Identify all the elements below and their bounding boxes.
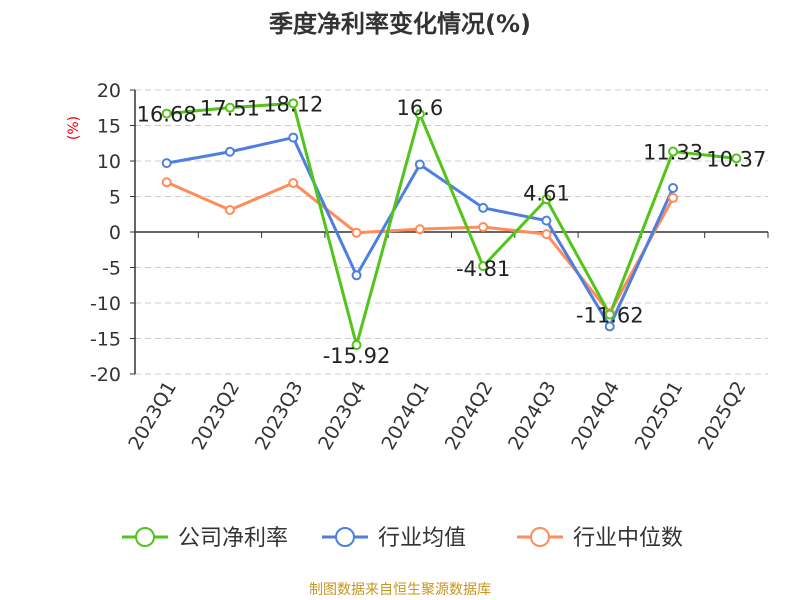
data-point — [224, 102, 235, 113]
legend-marker — [335, 527, 355, 547]
chart-title: 季度净利率变化情况(%) — [269, 10, 531, 38]
data-point — [414, 159, 425, 170]
x-tick-label: 2024Q1 — [377, 378, 434, 454]
x-tick-label: 2023Q4 — [314, 378, 371, 454]
data-point — [288, 132, 299, 143]
x-tick-label: 2025Q1 — [631, 378, 688, 454]
legend-marker — [530, 527, 550, 547]
x-tick-label: 2024Q3 — [504, 378, 561, 454]
y-tick-label: 20 — [97, 80, 121, 102]
data-label: 17.51 — [200, 97, 260, 121]
data-point — [541, 229, 552, 240]
data-label: 18.12 — [263, 92, 323, 116]
data-point — [351, 340, 362, 351]
y-tick-label: -10 — [90, 293, 121, 315]
y-tick-label: 10 — [97, 151, 121, 173]
legend-label: 公司净利率 — [178, 526, 288, 551]
data-point — [161, 158, 172, 169]
data-point — [351, 227, 362, 238]
y-tick-label: 0 — [109, 222, 121, 244]
data-point — [224, 204, 235, 215]
data-point — [668, 146, 679, 157]
data-label: -15.92 — [323, 344, 391, 368]
legend-label: 行业中位数 — [573, 526, 683, 551]
y-tick-label: 5 — [109, 187, 121, 209]
legend-marker — [135, 527, 155, 547]
data-point — [351, 270, 362, 281]
x-tick-label: 2025Q2 — [694, 378, 751, 454]
data-point — [478, 202, 489, 213]
y-tick-label: -5 — [102, 258, 121, 280]
data-point — [604, 309, 615, 320]
data-point — [161, 177, 172, 188]
x-tick-label: 2023Q2 — [188, 378, 245, 454]
series-line — [166, 101, 737, 351]
data-point — [288, 98, 299, 109]
data-point — [541, 215, 552, 226]
data-label: 10.37 — [706, 147, 766, 171]
data-point — [668, 192, 679, 203]
data-point — [161, 108, 172, 119]
data-point — [541, 194, 552, 205]
x-tick-label: 2023Q3 — [251, 378, 308, 454]
data-point — [478, 222, 489, 233]
data-point — [414, 224, 425, 235]
data-label: 16.6 — [396, 96, 443, 120]
data-point — [288, 178, 299, 189]
y-tick-label: -20 — [90, 364, 121, 386]
y-tick-label: 15 — [97, 116, 121, 138]
data-label: -4.81 — [456, 257, 510, 281]
data-point — [668, 182, 679, 193]
source-note: 制图数据来自恒生聚源数据库 — [309, 582, 491, 598]
x-tick-label: 2024Q2 — [441, 378, 498, 454]
data-label: 11.33 — [643, 141, 703, 165]
data-point — [224, 146, 235, 157]
y-tick-label: -15 — [90, 329, 121, 351]
data-label: 4.61 — [523, 181, 570, 205]
data-point — [478, 261, 489, 272]
y-axis-label: (%) — [66, 116, 82, 140]
data-point — [731, 153, 742, 164]
legend-label: 行业均值 — [378, 526, 466, 551]
data-point — [604, 321, 615, 332]
data-label: -11.62 — [576, 304, 644, 328]
data-label: 16.68 — [137, 103, 197, 127]
x-tick-label: 2024Q4 — [567, 378, 624, 454]
data-point — [414, 109, 425, 120]
x-tick-label: 2023Q1 — [124, 378, 181, 454]
